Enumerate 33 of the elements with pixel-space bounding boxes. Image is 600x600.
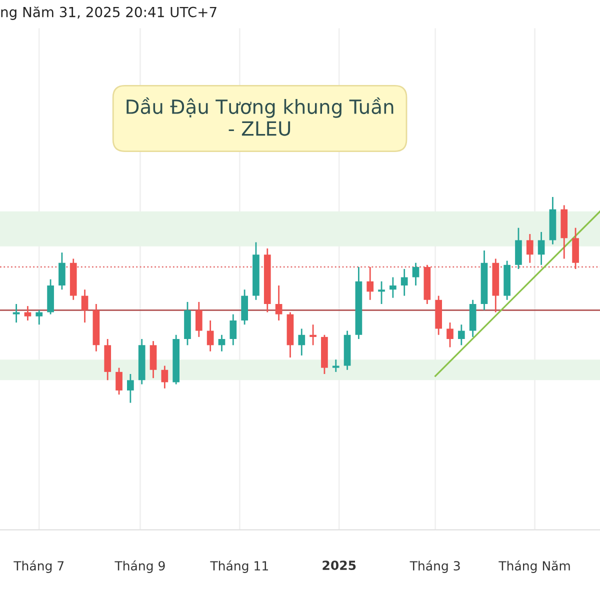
candlestick	[206, 320, 214, 352]
candlestick	[332, 358, 340, 373]
candlestick	[275, 284, 282, 322]
candlestick	[400, 268, 408, 296]
x-tick-label: Tháng Năm	[498, 560, 570, 573]
candlestick	[378, 280, 385, 305]
candlestick	[526, 233, 534, 264]
chart-title: Dầu Đậu Tương khung Tuần - ZLEU	[126, 97, 394, 136]
candlestick	[127, 373, 134, 404]
candlestick	[218, 334, 226, 352]
candlestick	[538, 231, 545, 266]
candlestick	[161, 365, 168, 390]
text: ng Năm 31, 2025 20:41 UTC+7	[1, 6, 216, 20]
candlestick	[390, 276, 396, 299]
candlestick	[458, 324, 465, 346]
x-tick-label: Tháng 9	[114, 560, 165, 573]
candlestick	[12, 303, 20, 324]
candlestick	[81, 288, 88, 324]
candlestick	[298, 328, 306, 356]
candlestick	[36, 309, 43, 326]
candlestick	[116, 367, 122, 396]
candlestick	[58, 252, 66, 290]
candlestick	[412, 262, 420, 286]
x-tick-label: Tháng 3	[410, 560, 460, 573]
candlestick	[366, 266, 374, 301]
x-tick-label: Tháng 11	[210, 560, 268, 573]
candlestick	[230, 314, 237, 346]
x-tick-label: 2025	[322, 560, 356, 570]
candlestick	[310, 324, 316, 346]
x-tick-label: Tháng 7	[14, 560, 64, 573]
candlestick	[24, 305, 32, 322]
candlestick	[195, 301, 202, 338]
candlestick	[446, 322, 454, 348]
